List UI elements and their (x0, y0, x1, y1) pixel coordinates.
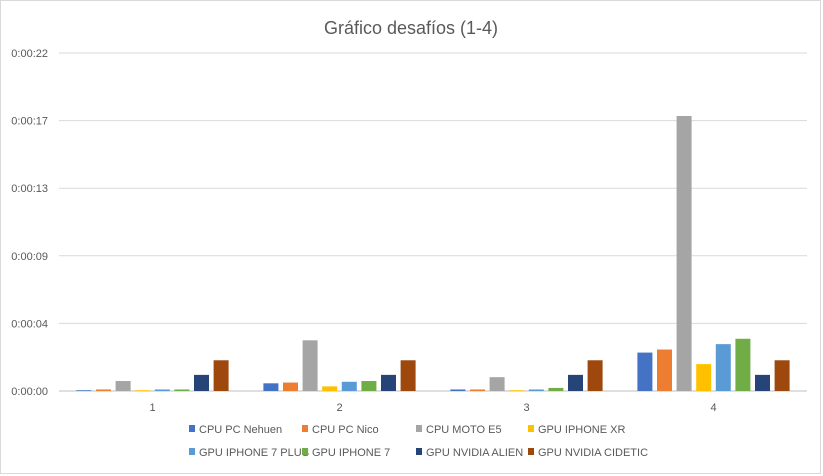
legend-swatch (302, 425, 308, 432)
y-tick-label: 0:00:17 (11, 116, 48, 128)
bar (568, 374, 583, 391)
bar (381, 374, 396, 391)
bar (213, 360, 229, 391)
x-tick-label: 2 (336, 402, 342, 414)
bar (450, 389, 466, 391)
bar (341, 381, 357, 391)
x-axis-ticks: 1 2 3 4 (149, 402, 716, 414)
legend-item: CPU PC Nehuen (189, 424, 282, 436)
legend-item: CPU PC Nico (302, 424, 379, 436)
legend-swatch (528, 448, 534, 455)
bar (115, 381, 131, 391)
bar (283, 382, 298, 391)
bar (76, 390, 92, 391)
y-tick-label: 0:00:22 (11, 48, 48, 60)
bar (361, 381, 377, 391)
legend-swatch (416, 448, 422, 455)
legend-label: CPU PC Nico (312, 424, 379, 436)
bar (715, 344, 731, 391)
y-tick-label: 0:00:09 (11, 251, 48, 263)
legend-item: GPU IPHONE XR (528, 424, 625, 436)
legend-swatch (189, 448, 195, 455)
x-tick-label: 1 (149, 402, 155, 414)
bar (135, 390, 151, 391)
legend-label: GPU NVIDIA CIDETIC (538, 447, 648, 459)
bar (174, 389, 190, 391)
bar (657, 349, 672, 391)
bar (528, 389, 544, 391)
legend-label: GPU IPHONE 7 PLUS (199, 447, 309, 459)
chart-title: Gráfico desafíos (1-4) (324, 18, 498, 38)
y-tick-label: 0:00:00 (11, 386, 48, 398)
legend-swatch (416, 425, 422, 432)
bar (696, 364, 712, 391)
legend-item: GPU IPHONE 7 (302, 447, 390, 459)
legend-item: GPU IPHONE 7 PLUS (189, 447, 309, 459)
legend-label: CPU PC Nehuen (199, 424, 282, 436)
bar (263, 383, 279, 391)
legend-item: CPU MOTO E5 (416, 424, 502, 436)
y-axis-ticks: 0:00:00 0:00:04 0:00:09 0:00:13 0:00:17 0:00:… (11, 48, 48, 398)
x-tick-label: 3 (523, 402, 529, 414)
bar (470, 389, 485, 391)
legend-swatch (302, 448, 308, 455)
bar (154, 389, 170, 391)
legend-label: GPU NVIDIA ALIEN (426, 447, 523, 459)
legend-swatch (189, 425, 195, 432)
legend-label: GPU IPHONE 7 (312, 447, 390, 459)
legend-swatch (528, 425, 534, 432)
bar (194, 374, 209, 391)
legend-item: GPU NVIDIA ALIEN (416, 447, 523, 459)
legend-label: CPU MOTO E5 (426, 424, 502, 436)
bar (676, 115, 692, 391)
bar (548, 387, 564, 391)
legend-item: GPU NVIDIA CIDETIC (528, 447, 648, 459)
legend: CPU PC Nehuen CPU PC Nico CPU MOTO E5 GPU I… (189, 424, 648, 459)
bar (735, 338, 751, 391)
bar (302, 340, 318, 391)
y-tick-label: 0:00:04 (11, 318, 48, 330)
bar (489, 377, 505, 391)
y-tick-label: 0:00:13 (11, 183, 48, 195)
bar-layer (76, 115, 790, 391)
bar (774, 360, 790, 391)
legend-label: GPU IPHONE XR (538, 424, 625, 436)
bar (400, 360, 416, 391)
bar (587, 360, 603, 391)
bar (637, 352, 653, 391)
x-tick-label: 4 (710, 402, 716, 414)
bar (509, 390, 525, 391)
bar (96, 389, 111, 391)
bar (322, 386, 338, 391)
grid-layer (59, 52, 807, 392)
bar (755, 374, 770, 391)
